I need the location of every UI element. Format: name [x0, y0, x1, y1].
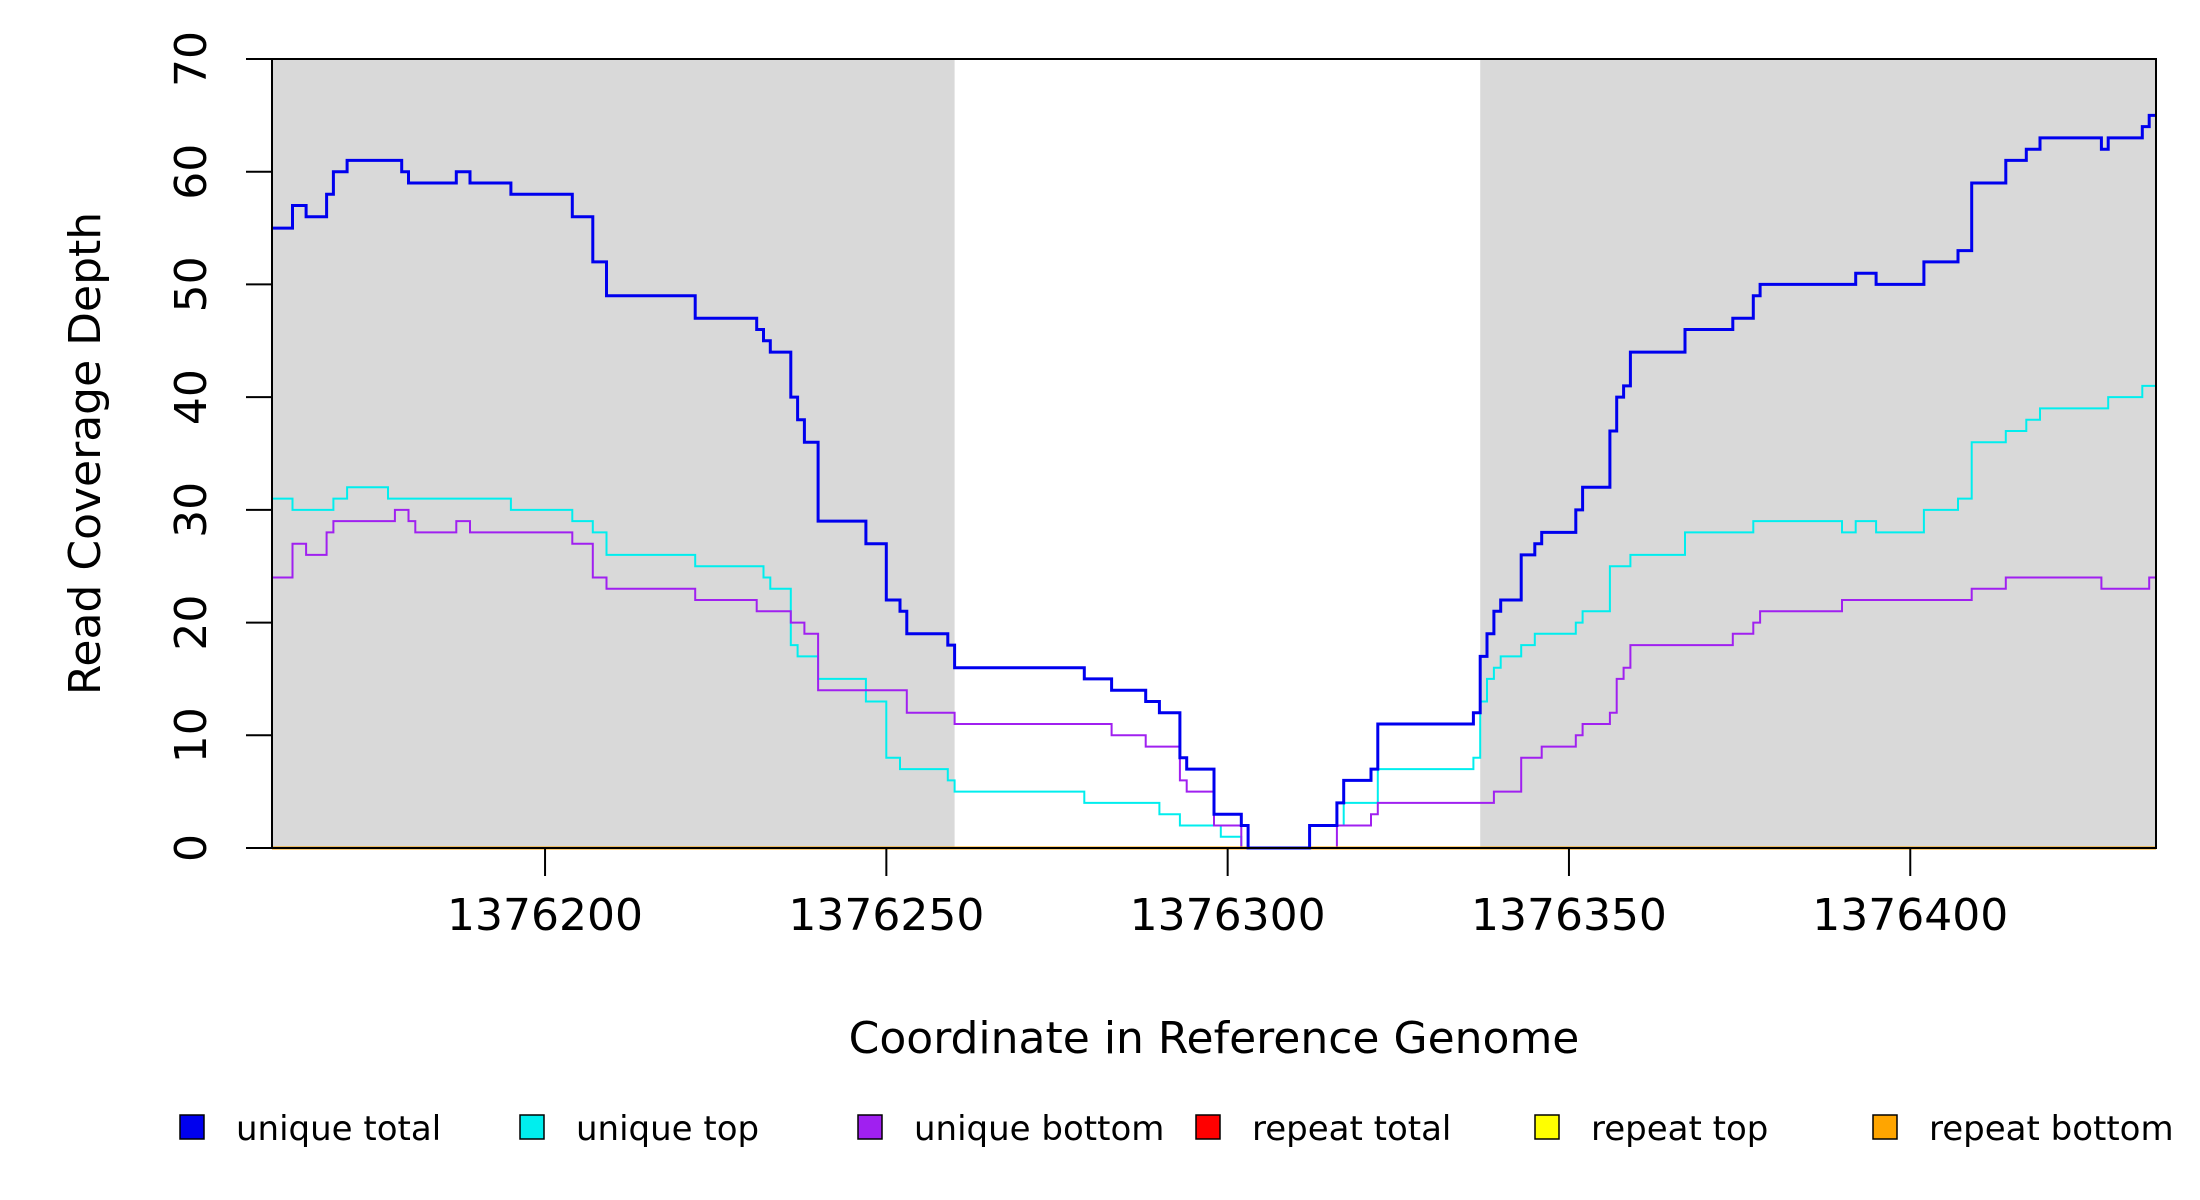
x-tick-label: 1376300	[1130, 890, 1326, 941]
shaded-regions	[272, 59, 2156, 848]
y-tick-label: 70	[166, 31, 217, 87]
legend-label-unique-top: unique top	[576, 1109, 759, 1149]
y-tick-label: 60	[166, 144, 217, 200]
plot-frame	[271, 58, 2157, 849]
x-tick-label: 1376350	[1471, 890, 1667, 941]
legend-label-repeat-bottom: repeat bottom	[1929, 1109, 2174, 1149]
series-line-unique-bottom	[272, 508, 2156, 849]
y-tick-label: 50	[166, 256, 217, 312]
y-tick-label: 10	[166, 707, 217, 763]
y-tick-label: 20	[166, 595, 217, 651]
legend-label-unique-bottom: unique bottom	[914, 1109, 1164, 1149]
legend-label-repeat-total: repeat total	[1252, 1109, 1451, 1149]
legend-swatch-repeat-total	[1195, 1114, 1221, 1140]
y-tick-label: 40	[166, 369, 217, 425]
legend-swatch-unique-bottom	[857, 1114, 883, 1140]
shaded-region-1	[272, 59, 955, 848]
legend-swatch-repeat-bottom	[1872, 1114, 1898, 1140]
x-tick-label: 1376250	[788, 890, 984, 941]
legend-label-unique-total: unique total	[236, 1109, 441, 1149]
y-tick-label: 0	[166, 834, 217, 862]
legend-swatch-repeat-top	[1534, 1114, 1560, 1140]
y-ticks: 0 10 20 30 40 50 60 70	[166, 31, 272, 862]
series-line-unique-top	[272, 384, 2156, 849]
x-tick-label: 1376200	[447, 890, 643, 941]
axes	[271, 58, 2157, 849]
legend-swatch-unique-total	[179, 1114, 205, 1140]
legend: unique total unique top unique bottom repea…	[179, 1109, 2174, 1149]
x-axis-title: Coordinate in Reference Genome	[849, 1013, 1580, 1064]
y-tick-label: 30	[166, 482, 217, 538]
x-ticks: 1376200 1376250 1376300 1376350 1376400	[447, 848, 2008, 941]
shaded-region-2	[1480, 59, 2156, 848]
series-line-unique-total	[272, 113, 2156, 850]
legend-swatch-unique-top	[519, 1114, 545, 1140]
y-axis-title: Read Coverage Depth	[60, 212, 111, 695]
x-tick-label: 1376400	[1812, 890, 2008, 941]
legend-label-repeat-top: repeat top	[1591, 1109, 1768, 1149]
